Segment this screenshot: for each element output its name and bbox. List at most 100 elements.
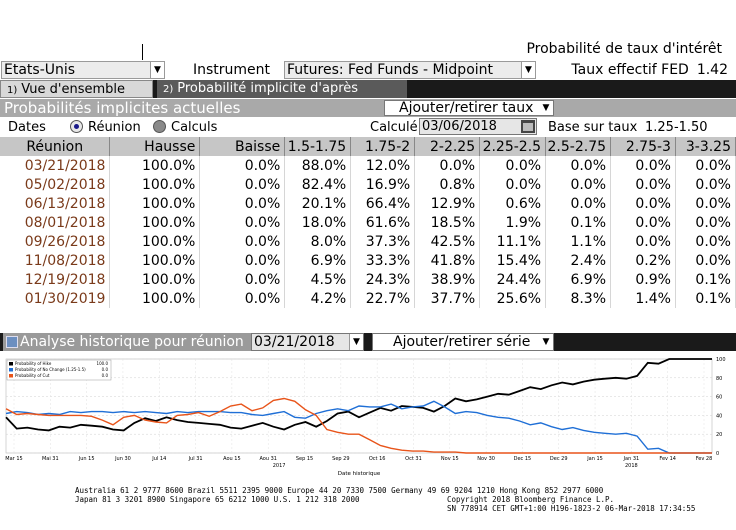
- column-header: 3-3.25: [675, 137, 736, 156]
- probability-cell: 0.0%: [199, 289, 286, 308]
- probability-cell: 0.0%: [675, 175, 736, 194]
- instrument-select-value: Futures: Fed Funds - Midpoint: [287, 62, 494, 78]
- x-tick-label: Sep 29: [332, 456, 349, 462]
- page-title: Probabilité de taux d'intérêt: [526, 41, 722, 57]
- chevron-down-icon[interactable]: ▼: [539, 334, 553, 350]
- chevron-down-icon[interactable]: ▼: [349, 334, 363, 350]
- probability-cell: 61.6%: [350, 213, 416, 232]
- history-meeting-select[interactable]: 03/21/2018 ▼: [251, 333, 364, 351]
- probability-cell: 12.0%: [350, 156, 416, 175]
- column-header: Hausse: [109, 137, 201, 156]
- chevron-down-icon[interactable]: ▼: [521, 62, 535, 78]
- probability-cell: 18.5%: [414, 213, 481, 232]
- dates-label: Dates: [8, 120, 46, 135]
- calc-date-value: 03/06/2018: [422, 119, 497, 134]
- table-row[interactable]: 01/30/2019 100.0% 0.0% 4.2% 22.7% 37.7% 25.6% 8…: [0, 289, 736, 308]
- meeting-date-cell: 03/21/2018: [0, 156, 111, 175]
- probability-cell: 0.0%: [199, 213, 286, 232]
- calendar-icon[interactable]: [521, 120, 535, 133]
- y-tick-label: 100: [716, 357, 726, 363]
- meeting-date-cell: 05/02/2018: [0, 175, 111, 194]
- radio-meeting[interactable]: [70, 120, 83, 133]
- probability-cell: 0.0%: [479, 156, 547, 175]
- tab-futures-implied[interactable]: 2)Probabilité implicite d'après futures: [157, 80, 407, 115]
- history-toggle-checkbox[interactable]: [6, 336, 18, 348]
- probability-cell: 82.4%: [284, 175, 352, 194]
- meeting-date-cell: 12/19/2018: [0, 270, 111, 289]
- table-row[interactable]: 06/13/2018 100.0% 0.0% 20.1% 66.4% 12.9% 0.6% 0…: [0, 194, 736, 213]
- probability-cell: 100.0%: [109, 289, 201, 308]
- series-line: [5, 397, 712, 454]
- probability-cell: 0.0%: [199, 270, 286, 289]
- instrument-select[interactable]: Futures: Fed Funds - Midpoint ▼: [284, 61, 536, 79]
- section-title: Probabilités implicites actuelles: [4, 99, 241, 117]
- probability-cell: 0.0%: [545, 194, 612, 213]
- add-remove-series-select[interactable]: Ajouter/retirer série ▼: [372, 333, 554, 351]
- legend-label: Probability of Cut: [15, 373, 50, 378]
- radio-calculations-label[interactable]: Calculs: [171, 120, 218, 135]
- legend-value: 100.0: [97, 361, 109, 366]
- chevron-down-icon[interactable]: ▼: [539, 101, 553, 115]
- probability-cell: 100.0%: [109, 213, 201, 232]
- x-tick-label: Aou 15: [223, 456, 241, 462]
- probability-cell: 0.0%: [675, 194, 736, 213]
- probability-cell: 0.0%: [610, 213, 676, 232]
- probability-table: Réunion Hausse Baisse 1.5-1.75 1.75-2 2-2.25 2…: [0, 137, 736, 308]
- probability-cell: 0.1%: [545, 213, 612, 232]
- x-tick-label: Dec 29: [550, 456, 568, 462]
- legend-value: 0.0: [102, 373, 109, 378]
- calc-date-field[interactable]: 03/06/2018: [419, 118, 537, 135]
- probability-cell: 0.0%: [199, 194, 286, 213]
- x-tick-label: Oct 31: [405, 456, 422, 462]
- meeting-date-cell: 09/26/2018: [0, 232, 111, 251]
- probability-cell: 0.6%: [479, 194, 547, 213]
- column-header: 2.25-2.5: [479, 137, 547, 156]
- probability-cell: 66.4%: [350, 194, 416, 213]
- x-tick-label: Nov 15: [441, 456, 459, 462]
- probability-cell: 100.0%: [109, 232, 201, 251]
- radio-meeting-label[interactable]: Réunion: [88, 120, 141, 135]
- tabs-bar: 1) Vue d'ensemble 2) Probabilité implicite…: [0, 80, 736, 115]
- footer-contacts-line1: Australia 61 2 9777 8600 Brazil 5511 239…: [75, 486, 604, 495]
- meeting-date-cell: 11/08/2018: [0, 251, 111, 270]
- probability-cell: 0.2%: [610, 251, 676, 270]
- probability-cell: 88.0%: [284, 156, 352, 175]
- probability-cell: 0.0%: [610, 232, 676, 251]
- probability-cell: 4.2%: [284, 289, 352, 308]
- base-rate-label: Base sur taux: [548, 120, 638, 135]
- header-divider-line: [142, 44, 143, 60]
- footer-copyright: Copyright 2018 Bloomberg Finance L.P.: [447, 495, 615, 504]
- radio-calculations[interactable]: [153, 120, 166, 133]
- probability-cell: 2.4%: [545, 251, 612, 270]
- probability-cell: 0.0%: [199, 175, 286, 194]
- country-select[interactable]: Etats-Unis ▼: [1, 61, 165, 79]
- legend-swatch: [9, 368, 13, 372]
- column-header: Réunion: [0, 137, 111, 156]
- probability-cell: 0.1%: [675, 270, 736, 289]
- probability-cell: 6.9%: [284, 251, 352, 270]
- tab-overview[interactable]: 1) Vue d'ensemble: [0, 80, 153, 98]
- table-row[interactable]: 09/26/2018 100.0% 0.0% 8.0% 37.3% 42.5% 11.1% 1…: [0, 232, 736, 251]
- x-tick-label: Mai 31: [42, 456, 59, 462]
- table-row[interactable]: 12/19/2018 100.0% 0.0% 4.5% 24.3% 38.9% 24.4% 6…: [0, 270, 736, 289]
- probability-cell: 20.1%: [284, 194, 352, 213]
- add-remove-series-label: Ajouter/retirer série: [393, 334, 531, 350]
- table-row[interactable]: 11/08/2018 100.0% 0.0% 6.9% 33.3% 41.8% 15.4% 2…: [0, 251, 736, 270]
- probability-cell: 100.0%: [109, 175, 201, 194]
- history-chart: 0 20 40 60 80 100 Mar 15 Mai 31 Jun 15 Jun 30 Jul …: [0, 353, 736, 485]
- tab-number: 2): [163, 84, 174, 95]
- x-tick-label: Fev 28: [696, 456, 713, 462]
- probability-cell: 11.1%: [479, 232, 547, 251]
- series-line: [5, 358, 712, 432]
- table-row[interactable]: 08/01/2018 100.0% 0.0% 18.0% 61.6% 18.5% 1.9% 0…: [0, 213, 736, 232]
- table-row[interactable]: 05/02/2018 100.0% 0.0% 82.4% 16.9% 0.8% 0.0% 0.…: [0, 175, 736, 194]
- probability-cell: 100.0%: [109, 251, 201, 270]
- add-remove-rate-select[interactable]: Ajouter/retirer taux ▼: [384, 100, 554, 116]
- probability-cell: 1.9%: [479, 213, 547, 232]
- chevron-down-icon[interactable]: ▼: [150, 62, 164, 78]
- x-tick-label: Mar 15: [5, 456, 22, 462]
- probability-cell: 0.0%: [199, 232, 286, 251]
- probability-cell: 15.4%: [479, 251, 547, 270]
- x-tick-label: Jun 15: [78, 456, 95, 462]
- table-row[interactable]: 03/21/2018 100.0% 0.0% 88.0% 12.0% 0.0% 0.0% 0.…: [0, 156, 736, 175]
